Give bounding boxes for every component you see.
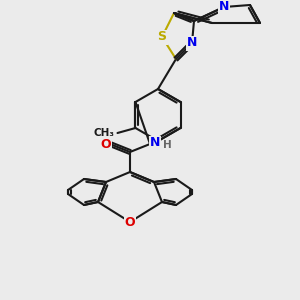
Text: N: N: [219, 1, 229, 13]
Text: O: O: [101, 137, 111, 151]
Text: N: N: [187, 37, 197, 50]
Text: S: S: [158, 31, 166, 44]
Text: CH₃: CH₃: [94, 128, 115, 138]
Text: H: H: [163, 140, 172, 150]
Text: N: N: [150, 136, 160, 149]
Text: O: O: [125, 215, 135, 229]
